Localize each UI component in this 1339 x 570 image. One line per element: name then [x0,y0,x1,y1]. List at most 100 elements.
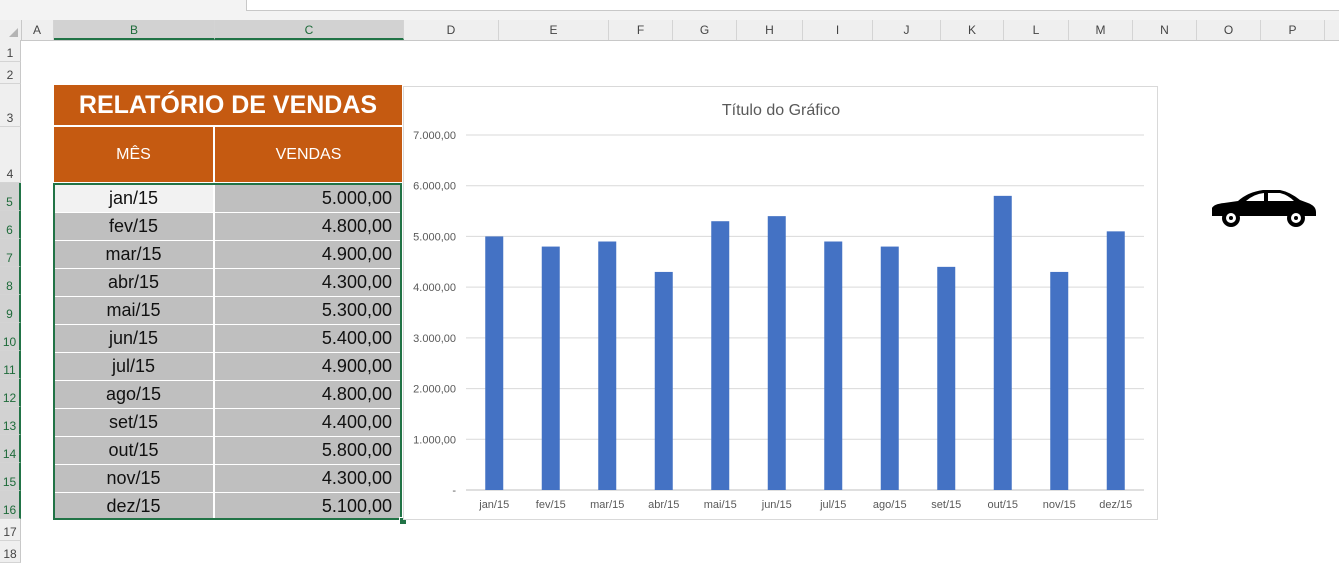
chart-title[interactable]: Título do Gráfico [722,102,840,119]
bar-mai/15[interactable] [711,221,730,490]
x-tick-label: jul/15 [819,499,846,511]
sales-value-cell[interactable]: 4.300,00 [215,465,402,492]
bar-out/15[interactable] [993,195,1012,490]
sales-value-cell[interactable]: 4.800,00 [215,213,402,240]
column-header-d[interactable]: D [404,20,499,40]
car-icon[interactable] [1208,186,1318,228]
y-tick-label: 7.000,00 [413,130,456,142]
row-header-12[interactable]: 12 [0,379,21,407]
sales-value-cell[interactable]: 4.900,00 [215,241,402,268]
x-tick-label: set/15 [931,499,961,511]
row-header-label: 9 [6,307,13,321]
x-tick-label: nov/15 [1043,499,1076,511]
sales-value-cell[interactable]: 5.400,00 [215,325,402,352]
month-cell[interactable]: fev/15 [54,213,213,240]
x-tick-label: abr/15 [648,499,679,511]
row-header-1[interactable]: 1 [0,40,21,62]
row-header-6[interactable]: 6 [0,211,21,239]
month-cell[interactable]: dez/15 [54,493,213,520]
column-header-g[interactable]: G [673,20,737,40]
bar-jun/15[interactable] [767,216,786,490]
row-header-9[interactable]: 9 [0,295,21,323]
bar-jul/15[interactable] [824,241,843,491]
chart-svg: Título do Gráfico - 1.000,00 2.000,00 3.000… [413,102,1144,511]
row-header-3[interactable]: 3 [0,84,21,127]
month-cell[interactable]: set/15 [54,409,213,436]
row-header-13[interactable]: 13 [0,407,21,435]
row-header-18[interactable]: 18 [0,541,21,563]
formula-bar-strip [0,0,1339,20]
column-header-j[interactable]: J [873,20,941,40]
column-header-c[interactable]: C [215,20,404,40]
row-header-label: 8 [6,279,13,293]
row-header-label: 10 [2,335,17,349]
column-header-a[interactable]: A [21,20,54,40]
x-tick-label: out/15 [987,499,1018,511]
row-header-label: 7 [6,251,13,265]
row-header-14[interactable]: 14 [0,435,21,463]
month-cell[interactable]: out/15 [54,437,213,464]
month-cell[interactable]: mai/15 [54,297,213,324]
row-header-15[interactable]: 15 [0,463,21,491]
row-header-5[interactable]: 5 [0,183,21,211]
row-header-8[interactable]: 8 [0,267,21,295]
sales-value-cell[interactable]: 5.300,00 [215,297,402,324]
row-header-11[interactable]: 11 [0,351,21,379]
bar-nov/15[interactable] [1050,271,1069,490]
column-header-m[interactable]: M [1069,20,1133,40]
month-cell[interactable]: ago/15 [54,381,213,408]
column-header-i[interactable]: I [803,20,873,40]
select-all-corner[interactable] [0,20,22,40]
column-header-n[interactable]: N [1133,20,1197,40]
month-cell[interactable]: mar/15 [54,241,213,268]
row-header-label: 14 [2,447,17,461]
bar-ago/15[interactable] [880,246,899,490]
row-header-label: 18 [3,547,17,561]
column-header-h[interactable]: H [737,20,803,40]
column-header-b[interactable]: B [54,20,215,40]
row-header-7[interactable]: 7 [0,239,21,267]
row-header-4[interactable]: 4 [0,127,21,183]
row-header-label: 15 [2,475,17,489]
bar-set/15[interactable] [937,266,956,490]
bar-dez/15[interactable] [1106,231,1125,490]
sales-chart[interactable]: Título do Gráfico - 1.000,00 2.000,00 3.000… [403,86,1158,520]
x-tick-label: mar/15 [590,499,624,511]
month-cell[interactable]: abr/15 [54,269,213,296]
column-header-f[interactable]: F [609,20,673,40]
month-cell[interactable]: jan/15 [54,185,213,212]
report-title: RELATÓRIO DE VENDAS [54,85,402,125]
x-tick-label: jun/15 [761,499,792,511]
month-cell[interactable]: nov/15 [54,465,213,492]
row-header-2[interactable]: 2 [0,62,21,84]
sales-value-cell[interactable]: 4.900,00 [215,353,402,380]
sales-value-cell[interactable]: 5.100,00 [215,493,402,520]
y-tick-label: 6.000,00 [413,181,456,193]
column-header-k[interactable]: K [941,20,1004,40]
column-header-o[interactable]: O [1197,20,1261,40]
bar-mar/15[interactable] [598,241,617,491]
formula-input[interactable] [246,0,1339,11]
sales-value-cell[interactable]: 4.400,00 [215,409,402,436]
row-header-17[interactable]: 17 [0,519,21,541]
row-header-label: 4 [6,167,14,181]
row-header-16[interactable]: 16 [0,491,21,519]
header-month[interactable]: MÊS [54,127,213,182]
month-cell[interactable]: jun/15 [54,325,213,352]
column-header-p[interactable]: P [1261,20,1325,40]
sales-value-cell[interactable]: 5.800,00 [215,437,402,464]
month-cell[interactable]: jul/15 [54,353,213,380]
column-header-e[interactable]: E [499,20,609,40]
row-header-label: 2 [6,68,14,82]
sales-value-cell[interactable]: 4.300,00 [215,269,402,296]
bar-abr/15[interactable] [654,271,673,490]
bar-jan/15[interactable] [485,236,504,490]
row-header-10[interactable]: 10 [0,323,21,351]
sales-value-cell[interactable]: 4.800,00 [215,381,402,408]
bar-fev/15[interactable] [541,246,560,490]
header-sales[interactable]: VENDAS [215,127,402,182]
y-tick-label: 1.000,00 [413,434,456,446]
sales-value-cell[interactable]: 5.000,00 [215,185,402,212]
column-header-l[interactable]: L [1004,20,1069,40]
